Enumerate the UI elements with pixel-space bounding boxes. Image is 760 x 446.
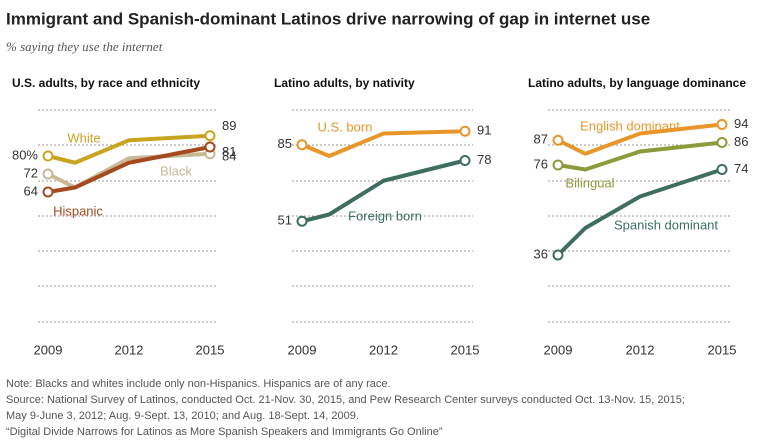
series-label: Spanish dominant xyxy=(614,217,718,232)
series-line xyxy=(557,122,723,156)
note: Source: National Survey of Latinos, cond… xyxy=(6,394,685,406)
series-line xyxy=(301,129,466,158)
end-point xyxy=(296,215,308,227)
x-tick-label: 2009 xyxy=(288,342,317,357)
end-point xyxy=(459,125,471,137)
data-label: 89 xyxy=(222,118,236,133)
series-label: Hispanic xyxy=(53,203,103,218)
end-point xyxy=(42,186,54,198)
series-line xyxy=(556,167,723,257)
end-point xyxy=(552,159,564,171)
series-line xyxy=(47,145,211,194)
series-label: U.S. born xyxy=(318,119,373,134)
series-label: Black xyxy=(160,163,192,178)
data-label: 86 xyxy=(734,134,748,149)
series-label: Foreign born xyxy=(348,208,422,223)
chart-title: Immigrant and Spanish-dominant Latinos d… xyxy=(6,9,650,28)
data-label: 91 xyxy=(477,123,491,138)
series-line xyxy=(557,140,723,172)
data-label: 64 xyxy=(24,183,38,198)
x-tick-label: 2015 xyxy=(196,342,225,357)
end-point xyxy=(716,119,728,130)
end-point xyxy=(716,164,728,175)
end-point xyxy=(42,150,54,162)
data-label: 36 xyxy=(534,246,548,261)
x-tick-label: 2015 xyxy=(451,342,480,357)
data-label: 84 xyxy=(222,148,236,163)
end-point xyxy=(42,168,54,180)
data-label: 78 xyxy=(477,152,491,167)
end-point xyxy=(552,249,564,261)
chart-subtitle: % saying they use the internet xyxy=(6,39,163,54)
data-label: 72 xyxy=(24,165,38,180)
end-point xyxy=(716,137,728,148)
end-point xyxy=(204,141,216,153)
note: Note: Blacks and whites include only non… xyxy=(6,378,391,390)
data-label: 76 xyxy=(534,156,548,171)
end-point xyxy=(552,134,564,146)
end-point xyxy=(204,130,216,142)
series-line xyxy=(301,158,466,224)
x-tick-label: 2015 xyxy=(708,342,737,357)
panel-title: U.S. adults, by race and ethnicity xyxy=(12,76,200,90)
x-tick-label: 2012 xyxy=(369,342,398,357)
end-point xyxy=(459,155,471,166)
x-tick-label: 2012 xyxy=(626,342,655,357)
data-label: 85 xyxy=(278,136,292,151)
x-tick-label: 2009 xyxy=(544,342,573,357)
series-line xyxy=(47,133,211,165)
panel-title: Latino adults, by language dominance xyxy=(528,76,746,90)
panel-title: Latino adults, by nativity xyxy=(274,76,415,90)
x-tick-label: 2009 xyxy=(34,342,63,357)
data-label: 87 xyxy=(534,132,548,147)
series-label: White xyxy=(67,130,100,145)
data-label: 51 xyxy=(278,213,292,228)
series-label: Bilingual xyxy=(565,175,614,190)
note: May 9-June 3, 2012; Aug. 9-Sept. 13, 201… xyxy=(6,410,359,422)
data-label: 81 xyxy=(222,144,236,159)
data-label: 74 xyxy=(734,161,748,176)
data-label: 94 xyxy=(734,116,748,131)
data-label: 80% xyxy=(12,147,38,162)
x-tick-label: 2012 xyxy=(115,342,144,357)
note: “Digital Divide Narrows for Latinos as M… xyxy=(6,426,443,438)
series-label: English dominant xyxy=(580,118,680,133)
end-point xyxy=(296,139,308,151)
